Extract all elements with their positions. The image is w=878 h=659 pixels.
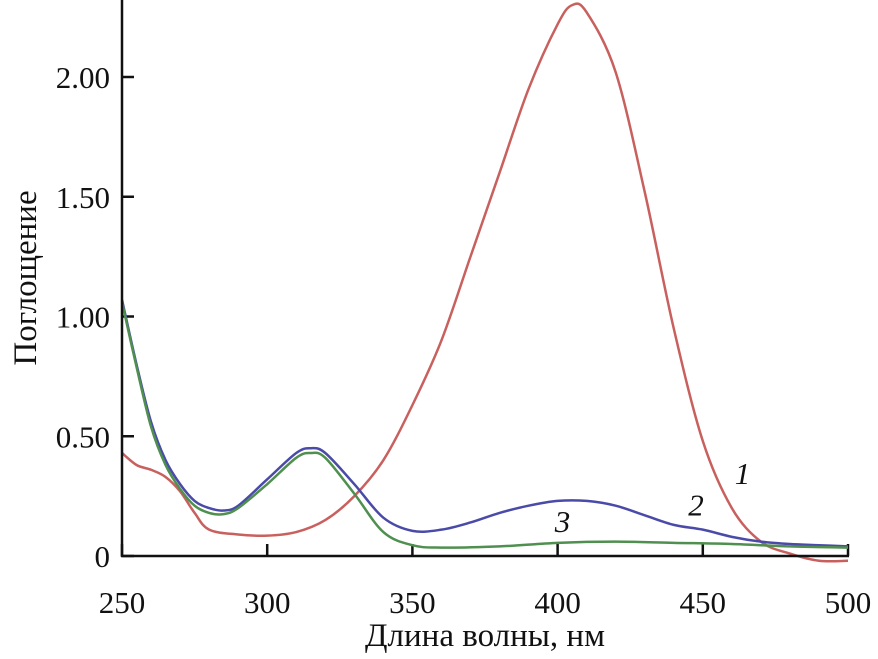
y-tick-label: 0.50 — [56, 419, 110, 454]
curve-label-3: 3 — [554, 504, 571, 539]
curve-1 — [121, 2, 849, 563]
curve-2 — [120, 299, 849, 548]
y-tick-label: 1.50 — [56, 180, 110, 215]
y-tick-label: 2.00 — [56, 60, 110, 95]
y-tick-label: 0 — [95, 539, 111, 574]
x-tick-label: 300 — [244, 585, 291, 620]
curve-label-2: 2 — [688, 487, 704, 522]
curve-3 — [120, 301, 849, 549]
x-tick-label: 450 — [680, 585, 727, 620]
x-tick-label: 500 — [825, 585, 872, 620]
x-tick-label: 250 — [99, 585, 146, 620]
x-axis-label: Длина волны, нм — [365, 618, 605, 654]
x-tick-label: 400 — [534, 585, 581, 620]
y-tick-label: 1.00 — [56, 300, 110, 335]
curve-label-1: 1 — [735, 456, 751, 491]
y-axis-label: Поглощение — [8, 190, 44, 365]
x-tick-label: 350 — [389, 585, 436, 620]
